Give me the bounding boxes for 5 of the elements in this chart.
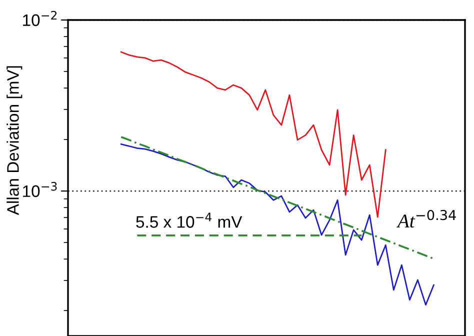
y-tick-label: 10$^{−3}$ <box>23 182 57 198</box>
annotation: 5.5 x 10$^{−4}$ mV <box>136 212 242 228</box>
y-tick-label: 10$^{−2}$ <box>23 10 57 26</box>
annotation: At$^{−0.34}$ <box>396 210 456 228</box>
y-axis-title: Allan Deviation [mV] <box>6 66 22 216</box>
